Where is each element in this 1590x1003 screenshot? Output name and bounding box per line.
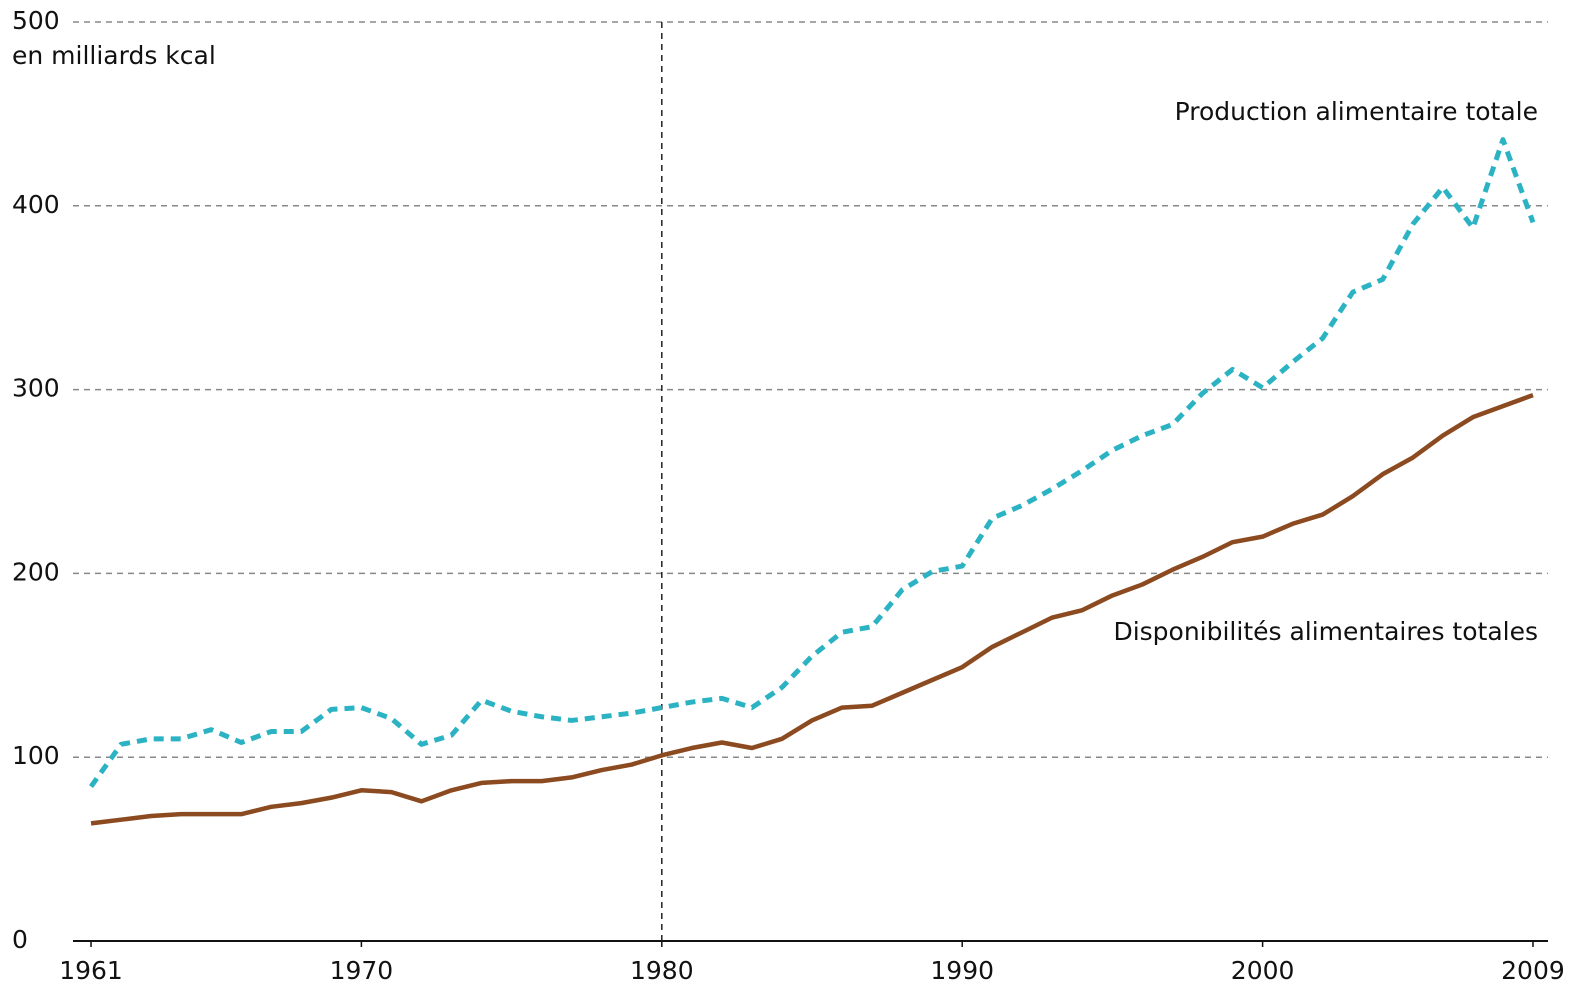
y-tick-label: 0 xyxy=(12,925,28,954)
series-label: Production alimentaire totale xyxy=(1175,97,1538,126)
series-line xyxy=(88,137,1536,789)
x-tick-label: 1990 xyxy=(930,956,994,985)
y-tick-label: 400 xyxy=(12,190,60,219)
series-line xyxy=(90,393,1534,826)
x-tick-label: 2009 xyxy=(1501,956,1565,985)
x-tick-label: 1961 xyxy=(59,956,123,985)
y-axis-label: en milliards kcal xyxy=(12,41,216,70)
y-tick-label: 100 xyxy=(12,741,60,770)
x-tick-label: 1970 xyxy=(330,956,394,985)
x-tick-label: 1980 xyxy=(630,956,694,985)
y-tick-label: 300 xyxy=(12,374,60,403)
y-tick-label: 200 xyxy=(12,557,60,586)
x-tick-label: 2000 xyxy=(1231,956,1295,985)
series-label: Disponibilités alimentaires totales xyxy=(1113,617,1538,646)
y-tick-label: 500 xyxy=(12,6,60,35)
